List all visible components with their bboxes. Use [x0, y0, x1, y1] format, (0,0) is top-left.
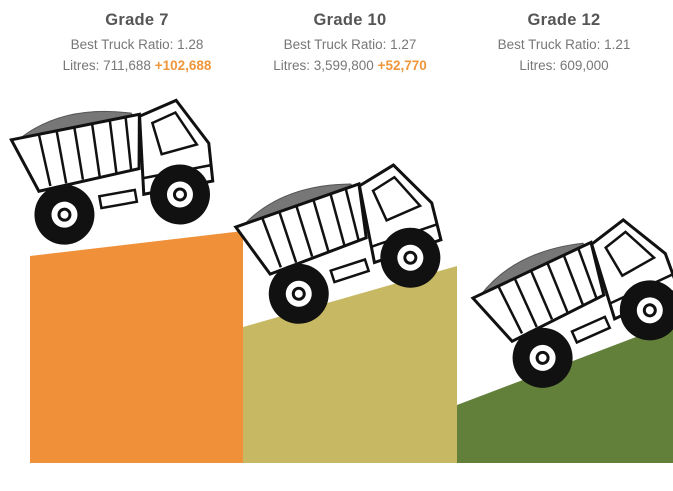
slope-grade-12 — [457, 323, 673, 463]
litres-line: Litres: 711,688 +102,688 — [30, 55, 244, 76]
grade-column: Grade 7 Best Truck Ratio: 1.28 Litres: 711… — [30, 10, 244, 76]
truck — [7, 95, 220, 251]
grade-title: Grade 12 — [527, 11, 601, 29]
litres-bonus: +102,688 — [154, 58, 212, 73]
litres: Litres: 609,000 — [519, 58, 609, 73]
litres-line: Litres: 609,000 — [457, 55, 671, 76]
grade-title: Grade 7 — [105, 11, 169, 29]
litres-bonus: +52,770 — [377, 58, 427, 73]
grade-column: Grade 12 Best Truck Ratio: 1.21 Litres: 60… — [457, 10, 671, 76]
litres: Litres: 711,688 — [62, 58, 151, 73]
truck-ratio: Best Truck Ratio: 1.21 — [497, 37, 631, 52]
grade-title: Grade 10 — [313, 11, 387, 29]
litres-line: Litres: 3,599,800 +52,770 — [243, 55, 457, 76]
truck-ratio: Best Truck Ratio: 1.28 — [70, 37, 204, 52]
truck-ratio: Best Truck Ratio: 1.27 — [283, 37, 417, 52]
slope-grade-7 — [30, 231, 243, 463]
litres: Litres: 3,599,800 — [273, 58, 374, 73]
grade-column: Grade 10 Best Truck Ratio: 1.27 Litres: 3,… — [243, 10, 457, 76]
